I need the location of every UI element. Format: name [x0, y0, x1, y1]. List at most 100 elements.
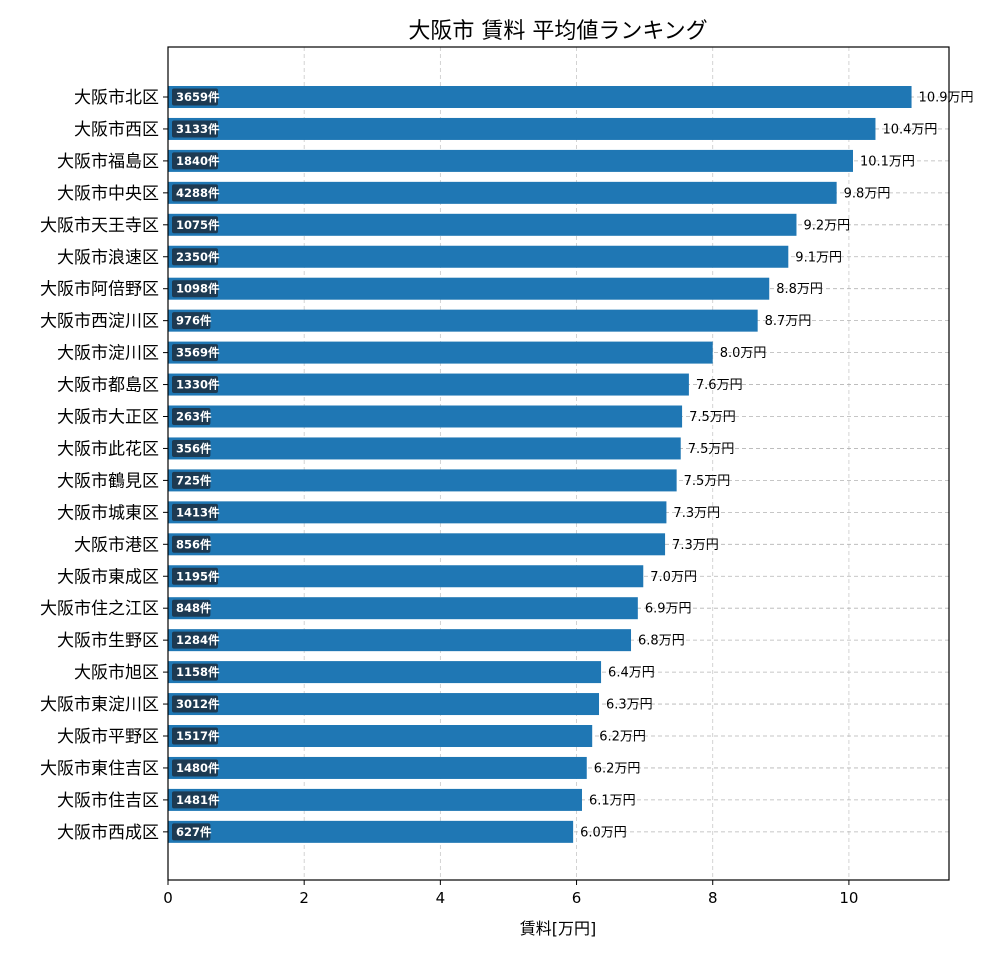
category-label: 大阪市天王寺区: [40, 216, 159, 236]
category-label: 大阪市都島区: [57, 376, 159, 396]
count-label: 1481件: [176, 793, 220, 807]
count-label: 1517件: [176, 729, 220, 743]
bar: [168, 117, 876, 140]
category-label: 大阪市城東区: [57, 503, 159, 523]
count-label: 1158件: [176, 665, 220, 679]
count-badge: [172, 759, 218, 777]
bar: [168, 501, 667, 524]
x-tick-label: 4: [436, 889, 446, 907]
count-badge: [172, 663, 218, 681]
bar: [168, 661, 602, 684]
count-label: 1413件: [176, 505, 220, 519]
count-label: 1075件: [176, 218, 220, 232]
count-badge: [172, 408, 211, 425]
count-label: 1098件: [176, 282, 220, 296]
value-label: 6.4万円: [608, 666, 655, 681]
category-label: 大阪市住吉区: [57, 791, 159, 811]
count-badge: [172, 248, 218, 266]
bars: 3659件 10.9万円 3133件 10.4万円 1840件 10.1万円 4288件 9.…: [168, 86, 974, 843]
value-label: 6.1万円: [589, 793, 636, 808]
value-label: 6.3万円: [606, 698, 653, 713]
value-label: 7.3万円: [673, 506, 720, 521]
category-label: 大阪市淀川区: [57, 344, 159, 364]
category-label: 大阪市北区: [74, 88, 159, 108]
bar: [168, 181, 837, 204]
value-label: 6.8万円: [638, 634, 685, 649]
value-label: 7.5万円: [688, 442, 735, 457]
x-axis-ticks: 0 2 4 6 8 10: [163, 880, 858, 907]
bar: [168, 725, 593, 747]
bar: [168, 86, 912, 108]
x-tick-label: 6: [572, 889, 582, 907]
category-label: 大阪市中央区: [57, 184, 159, 204]
count-badge: [172, 599, 211, 617]
bar: [168, 149, 853, 172]
x-tick-label: 0: [163, 889, 173, 907]
x-tick-label: 10: [839, 889, 858, 907]
count-label: 1330件: [176, 378, 220, 392]
count-badge: [172, 791, 218, 809]
x-axis-label: 賃料[万円]: [520, 919, 597, 938]
count-badge: [172, 471, 211, 489]
bar: [168, 213, 797, 236]
chart-title: 大阪市 賃料 平均値ランキング: [408, 19, 707, 44]
category-label: 大阪市西淀川区: [40, 312, 159, 332]
bar: [168, 820, 574, 843]
bar: [168, 565, 644, 588]
category-labels: 大阪市北区大阪市西区大阪市福島区大阪市中央区大阪市天王寺区大阪市浪速区大阪市阿倍…: [40, 88, 168, 843]
count-label: 848件: [176, 601, 212, 615]
bar: [168, 341, 713, 364]
bar: [168, 756, 587, 779]
category-label: 大阪市此花区: [57, 439, 159, 459]
count-label: 2350件: [176, 250, 220, 264]
count-badge: [172, 152, 218, 170]
bar: [168, 373, 689, 396]
count-badge: [172, 312, 211, 330]
bar: [168, 629, 632, 652]
count-badge: [172, 120, 218, 138]
count-label: 976件: [176, 314, 212, 328]
count-label: 356件: [176, 441, 212, 455]
value-label: 6.0万円: [580, 825, 627, 840]
bar: [168, 469, 677, 492]
count-badge: [172, 503, 218, 521]
bar: [168, 245, 789, 268]
value-label: 6.2万円: [594, 761, 641, 776]
bar: [168, 788, 582, 811]
value-label: 10.1万円: [860, 154, 915, 169]
count-label: 3133件: [176, 122, 220, 136]
value-label: 7.3万円: [672, 538, 719, 553]
grid-lines: [168, 47, 949, 880]
bar: [168, 437, 681, 460]
category-label: 大阪市西区: [74, 120, 159, 140]
count-badge: [172, 439, 211, 457]
category-label: 大阪市西成区: [57, 823, 159, 843]
bar: [168, 533, 666, 556]
count-badge: [172, 88, 218, 106]
bar: [168, 309, 758, 332]
count-badge: [172, 280, 218, 298]
value-label: 7.5万円: [684, 474, 731, 489]
count-label: 725件: [176, 473, 212, 487]
count-label: 3659件: [176, 90, 220, 104]
category-label: 大阪市阿倍野区: [40, 280, 159, 300]
value-label: 9.2万円: [803, 218, 850, 233]
category-label: 大阪市生野区: [57, 631, 159, 651]
count-badge: [172, 216, 218, 234]
count-badge: [172, 631, 218, 649]
category-label: 大阪市旭区: [74, 663, 159, 683]
count-badge: [172, 567, 218, 585]
category-label: 大阪市大正区: [57, 408, 159, 428]
bar: [168, 597, 638, 620]
category-label: 大阪市鶴見区: [57, 471, 159, 491]
count-label: 856件: [176, 537, 212, 551]
count-badge: [172, 376, 218, 394]
value-label: 8.8万円: [776, 282, 823, 297]
count-label: 1284件: [176, 633, 220, 647]
value-label: 9.8万円: [844, 186, 891, 201]
value-label: 10.9万円: [919, 91, 974, 106]
category-label: 大阪市東住吉区: [40, 759, 159, 779]
count-badge: [172, 184, 218, 202]
count-label: 1840件: [176, 154, 220, 168]
